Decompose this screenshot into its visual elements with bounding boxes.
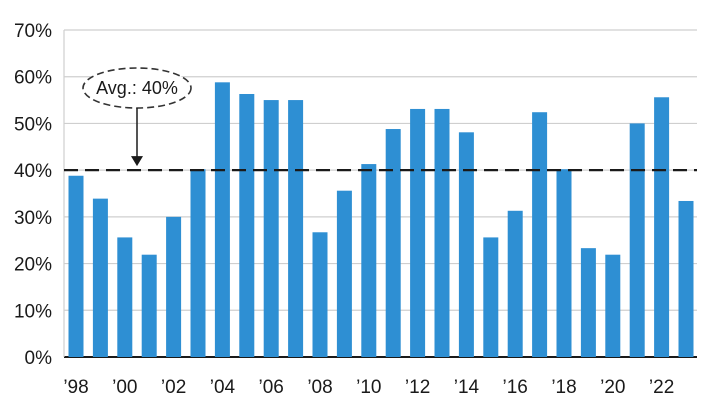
bar [141,254,157,357]
y-tick-label: 50% [14,114,52,135]
bar [336,190,352,357]
bar [483,237,499,357]
y-tick-label: 10% [14,301,52,322]
bar [288,100,304,358]
bar [117,237,133,357]
bar [654,97,670,358]
bar [312,232,328,357]
bar [68,175,84,357]
average-label: Avg.: 40% [96,78,178,98]
bar [580,248,596,357]
bar [532,112,548,358]
bar [214,82,230,357]
x-tick-label: ’14 [454,377,480,398]
x-tick-label: ’20 [600,377,625,398]
y-tick-label: 30% [14,208,52,229]
x-tick-label: ’16 [503,377,528,398]
bar [92,198,108,357]
bars [68,82,694,358]
bar [263,100,279,358]
x-tick-label: ’06 [259,377,284,398]
average-annotation: Avg.: 40% [64,67,697,172]
bar [361,164,377,357]
x-tick-label: ’00 [112,377,137,398]
bar [507,210,523,357]
y-tick-label: 60% [14,68,52,89]
y-tick-label: 40% [14,161,52,182]
bar [629,123,645,357]
bar [678,200,694,357]
y-tick-label: 20% [14,255,52,276]
bar [434,108,450,357]
bar [166,216,182,357]
x-tick-label: ’18 [551,377,576,398]
bar [556,169,572,357]
x-axis-ticks: ’98 ’00 ’02 ’04 ’06 ’08 ’10 ’12 ’14 ’16 ’18 ’20 ’22 [63,377,674,398]
bar [239,93,255,358]
average-arrowhead [131,156,143,167]
x-tick-label: ’10 [356,377,381,398]
x-tick-label: ’04 [210,377,236,398]
x-tick-label: ’22 [649,377,674,398]
x-tick-label: ’08 [307,377,332,398]
x-tick-label: ’98 [63,377,88,398]
bar [410,108,426,357]
x-tick-label: ’12 [405,377,430,398]
x-tick-label: ’02 [161,377,186,398]
bar [458,132,474,357]
bar [385,129,401,357]
y-axis-ticks: 0% 10% 20% 30% 40% 50% 60% 70% [14,21,52,369]
y-tick-label: 70% [14,21,52,42]
bar [605,254,621,357]
y-tick-label: 0% [25,348,53,369]
bar [190,169,206,357]
